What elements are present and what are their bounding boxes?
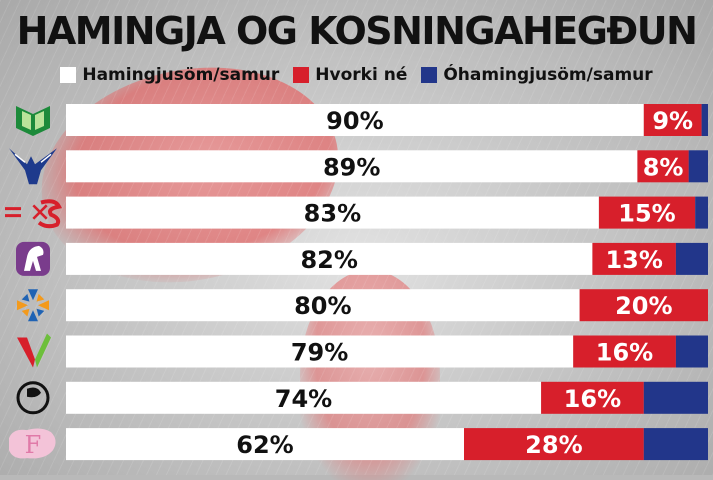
bar-segment-A-neither xyxy=(573,335,676,368)
bar-row-P: 74% 16% xyxy=(66,381,708,414)
purple-horse-icon xyxy=(16,241,50,276)
bar-label-happy-C: 80% xyxy=(294,292,351,320)
bar-label-happy-P: 74% xyxy=(275,385,332,413)
bar-segment-F-happy xyxy=(66,428,464,461)
pink-f-iceland-icon: F xyxy=(9,428,56,459)
bar-label-happy-D: 89% xyxy=(323,153,380,181)
legend-swatch-neither xyxy=(293,67,310,83)
bar-segment-B-happy xyxy=(66,242,593,275)
bar-segment-P-unhappy xyxy=(643,381,708,414)
bar-row-D: 89% 8% xyxy=(66,150,708,183)
bar-segment-V-neither xyxy=(643,104,702,136)
bar-label-neither-P: 16% xyxy=(564,385,621,413)
legend-swatch-unhappy xyxy=(421,67,438,83)
bar-segment-D-unhappy xyxy=(688,150,708,183)
red-green-v-icon xyxy=(17,333,51,368)
bar-segment-D-neither xyxy=(637,150,689,183)
bar-label-neither-A: 16% xyxy=(596,339,653,367)
svg-text:F: F xyxy=(25,431,42,459)
bar-label-happy-B: 82% xyxy=(300,246,357,274)
bar-segment-P-neither xyxy=(541,381,644,414)
blue-orange-star-icon xyxy=(17,289,49,322)
bar-segment-S-unhappy xyxy=(695,196,708,229)
legend-item-happy: Hamingjusöm/samur xyxy=(60,65,279,85)
bar-label-neither-D: 8% xyxy=(643,153,684,181)
bar-segment-B-neither xyxy=(592,242,676,275)
svg-text:✕: ✕ xyxy=(29,199,49,229)
legend-label-happy: Hamingjusöm/samur xyxy=(82,65,280,85)
bar-row-V: 90% 9% xyxy=(66,104,708,136)
bar-label-neither-S: 15% xyxy=(618,200,675,228)
bar-segment-V-happy xyxy=(66,104,644,136)
bar-label-neither-C: 20% xyxy=(615,292,672,320)
chart-title: HAMINGJA OG KOSNINGAHEGÐUN xyxy=(16,9,698,53)
bar-segment-B-unhappy xyxy=(675,242,708,275)
bar-label-happy-V: 90% xyxy=(326,107,383,135)
bar-segment-A-happy xyxy=(66,335,574,368)
bar-label-neither-F: 28% xyxy=(525,431,582,459)
bar-segment-F-unhappy xyxy=(643,428,708,461)
bar-row-C: 80% 20% xyxy=(66,289,708,322)
bar-row-F: 62% 28% xyxy=(66,428,708,461)
bar-segment-S-neither xyxy=(598,196,696,229)
green-book-icon xyxy=(16,106,50,136)
chart-legend: Hamingjusöm/samur Hvorki né Óhamingjusöm… xyxy=(0,62,713,88)
legend-item-unhappy: Óhamingjusöm/samur xyxy=(421,65,653,85)
bar-segment-P-happy xyxy=(66,381,542,414)
legend-item-neither: Hvorki né xyxy=(293,65,407,85)
bar-label-happy-S: 83% xyxy=(304,200,361,228)
bar-segment-A-unhappy xyxy=(675,335,708,368)
bar-segment-C-happy xyxy=(66,289,580,322)
bar-segment-V-unhappy xyxy=(701,104,708,136)
legend-label-neither: Hvorki né xyxy=(315,65,408,85)
bar-segment-F-neither xyxy=(464,428,644,461)
bar-row-B: 82% 13% xyxy=(66,242,708,275)
bar-row-S: 83% 15% xyxy=(66,196,708,229)
bar-segment-D-happy xyxy=(66,150,638,183)
bar-label-happy-A: 79% xyxy=(291,339,348,367)
bar-segment-S-happy xyxy=(66,196,599,229)
legend-swatch-happy xyxy=(60,67,77,83)
bar-row-A: 79% 16% xyxy=(66,335,708,368)
bar-label-happy-F: 62% xyxy=(236,431,293,459)
bar-label-neither-V: 9% xyxy=(652,107,693,135)
blue-falcon-icon xyxy=(9,148,57,185)
legend-label-unhappy: Óhamingjusöm/samur xyxy=(443,65,653,85)
bar-segment-C-neither xyxy=(579,289,708,322)
pirate-flag-icon xyxy=(16,381,50,415)
xs-logo-icon: ✕ xyxy=(5,199,63,229)
bar-label-neither-B: 13% xyxy=(605,246,662,274)
